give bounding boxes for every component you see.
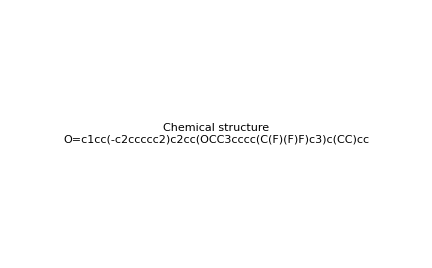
Text: Chemical structure
O=c1cc(-c2ccccc2)c2cc(OCC3cccc(C(F)(F)F)c3)c(CC)cc: Chemical structure O=c1cc(-c2ccccc2)c2cc… <box>63 123 369 145</box>
